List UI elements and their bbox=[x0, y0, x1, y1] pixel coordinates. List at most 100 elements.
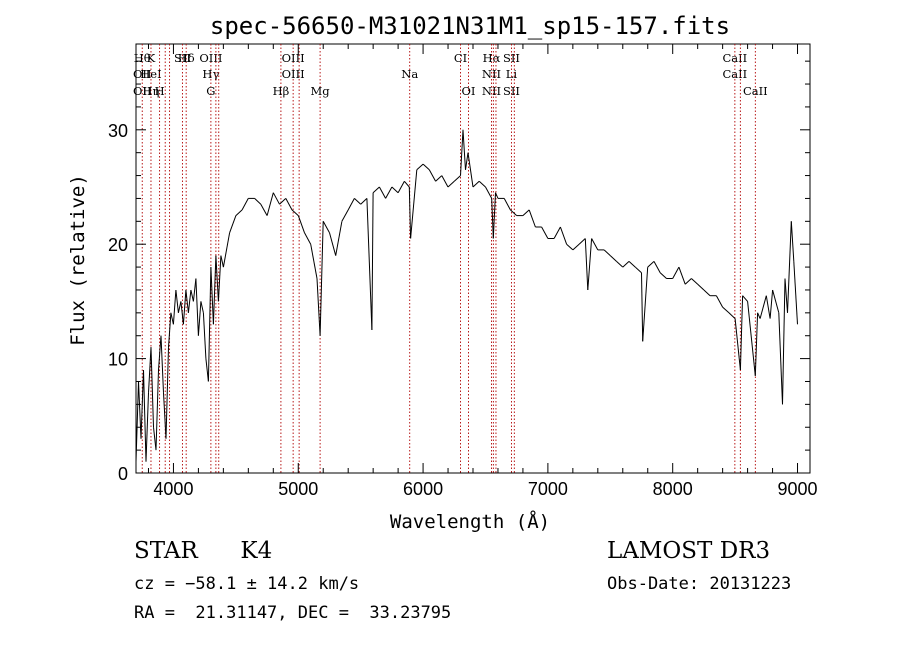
spectrum-segment bbox=[410, 169, 418, 239]
spectrum-segment bbox=[759, 295, 767, 319]
y-tick-label: 20 bbox=[108, 235, 128, 255]
spectrum-segment bbox=[460, 129, 464, 176]
spectrum-segment bbox=[322, 221, 330, 234]
x-tick-label: 6000 bbox=[403, 479, 443, 499]
spectrum-segment bbox=[319, 221, 324, 336]
spectrum-segment bbox=[335, 221, 343, 256]
spectrum-segment bbox=[202, 312, 207, 359]
spectrum-segment bbox=[609, 255, 617, 262]
spectrum-segment bbox=[790, 221, 795, 262]
spectrum-segment bbox=[559, 226, 568, 245]
spectrum-segment bbox=[360, 198, 368, 205]
spectrum-segment bbox=[163, 392, 167, 439]
spectrum-segment bbox=[148, 347, 152, 393]
spectrum-segment bbox=[180, 301, 184, 325]
line-label: G bbox=[206, 84, 215, 98]
x-axis-label: Wavelength (Å) bbox=[390, 510, 550, 533]
spectrum-segment bbox=[397, 181, 405, 193]
spectrum-segment bbox=[158, 335, 162, 371]
spectrum-segment bbox=[160, 335, 164, 393]
spectrum-segment bbox=[408, 186, 412, 239]
spectrum-segment bbox=[622, 261, 630, 268]
spectrum-segment bbox=[177, 301, 182, 313]
spectrum-segment bbox=[304, 232, 312, 245]
line-label: NII bbox=[482, 84, 501, 98]
spectrum-segment bbox=[378, 186, 387, 199]
spectrum-segment bbox=[372, 186, 380, 194]
spectrum-segment bbox=[172, 289, 177, 325]
line-label: SII bbox=[503, 51, 520, 65]
spectrum-segment bbox=[503, 198, 511, 211]
line-label: Hδ bbox=[178, 51, 195, 65]
line-label: Mg bbox=[311, 84, 331, 98]
spectrum-segment bbox=[784, 278, 788, 313]
spectrum-segment bbox=[591, 238, 599, 251]
spectrum-segment bbox=[135, 381, 139, 462]
spectrum-segment bbox=[628, 261, 636, 268]
spectrum-segment bbox=[222, 232, 231, 268]
line-label: SII bbox=[174, 51, 191, 65]
line-label: HeI bbox=[140, 67, 161, 81]
spectrum-segment bbox=[739, 295, 744, 371]
spectrum-segment bbox=[422, 163, 430, 171]
line-label: Hγ bbox=[202, 67, 219, 81]
line-label: CaII bbox=[722, 51, 747, 65]
spectrum-segment bbox=[435, 175, 443, 182]
x-tick-label: 9000 bbox=[777, 479, 817, 499]
spectrum-segment bbox=[217, 255, 222, 302]
spectrum-segment bbox=[229, 215, 237, 233]
spectrum-segment bbox=[485, 186, 493, 199]
spectrum-segment bbox=[566, 243, 574, 251]
spectrum-segment bbox=[647, 261, 655, 268]
spectrum-segment bbox=[428, 169, 437, 182]
spectrum-segment bbox=[391, 186, 399, 194]
spectrum-segment bbox=[616, 261, 624, 268]
spectrum-segment bbox=[138, 381, 142, 439]
line-label: CI bbox=[454, 51, 467, 65]
spectrum-segment bbox=[341, 209, 349, 222]
spectrum-segment bbox=[329, 232, 337, 256]
plot-frame bbox=[135, 43, 811, 474]
spectrum-segment bbox=[266, 192, 274, 216]
spectrum-segment bbox=[354, 198, 362, 205]
spectrum-segment bbox=[220, 255, 224, 268]
spectrum-segment bbox=[728, 312, 736, 319]
line-label: NII bbox=[482, 67, 501, 81]
spectrum-segment bbox=[757, 312, 761, 319]
plot-border bbox=[135, 43, 811, 474]
spectrum-segment bbox=[385, 186, 393, 199]
spectrum-segment bbox=[254, 198, 262, 205]
spectrum-segment bbox=[453, 175, 461, 182]
line-label: Na bbox=[401, 67, 418, 81]
spectrum-segment bbox=[140, 369, 144, 439]
spectrum-segment bbox=[404, 180, 410, 188]
spectrum-segment bbox=[672, 266, 680, 279]
spectrum-segment bbox=[155, 369, 159, 451]
object-class: STAR K4 bbox=[134, 538, 272, 564]
line-label: OIII bbox=[282, 67, 305, 81]
spectrum-segment bbox=[212, 255, 217, 325]
spectrum-segment bbox=[678, 266, 686, 285]
line-label: K bbox=[147, 51, 156, 65]
spectrum-segment bbox=[495, 192, 499, 199]
obs-date-label: Obs-Date: 20131223 bbox=[607, 574, 792, 594]
spectrum-segment bbox=[235, 209, 243, 216]
spectrum-segment bbox=[528, 209, 536, 228]
spectrum-segment bbox=[279, 198, 287, 205]
spectrum-series bbox=[135, 129, 798, 462]
spectrum-segment bbox=[778, 312, 783, 405]
spectrum-segment bbox=[684, 278, 692, 285]
spectrum-segment bbox=[747, 301, 756, 376]
spectrum-segment bbox=[153, 427, 157, 451]
spectrum-segment bbox=[192, 278, 197, 302]
spectrum-segment bbox=[642, 267, 649, 342]
spectrum-segment bbox=[754, 312, 759, 376]
spectrum-segment bbox=[347, 198, 355, 211]
y-axis-label: Flux (relative) bbox=[67, 174, 89, 346]
spectrum-segment bbox=[572, 243, 580, 251]
spectrum-segment bbox=[603, 249, 611, 256]
spectrum-segment bbox=[641, 272, 644, 342]
redshift-label: cz = −58.1 ± 14.2 km/s bbox=[134, 574, 360, 594]
spectrum-segment bbox=[182, 289, 187, 325]
line-label: Hα bbox=[483, 51, 501, 65]
